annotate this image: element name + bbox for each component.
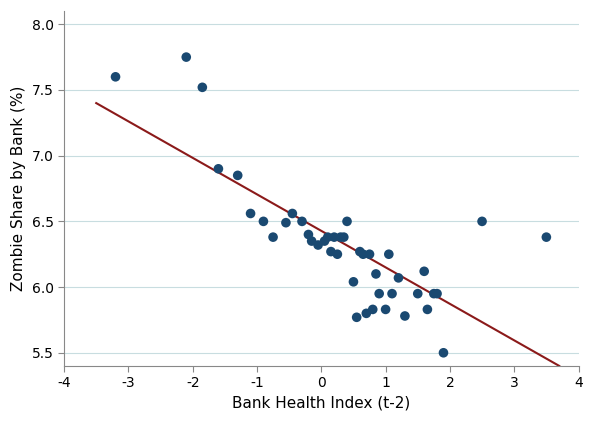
Point (307, 238, 317, 244)
Point (394, 274, 403, 281)
Point (320, 238, 329, 244)
Point (439, 349, 448, 356)
Point (384, 251, 394, 257)
Point (387, 290, 397, 297)
Point (281, 219, 290, 226)
Point (182, 54, 191, 60)
Point (355, 248, 365, 255)
Point (362, 310, 371, 317)
Point (374, 290, 384, 297)
Point (349, 279, 358, 285)
Point (413, 290, 422, 297)
Point (110, 73, 120, 80)
Point (297, 218, 307, 225)
Y-axis label: Zombie Share by Bank (%): Zombie Share by Bank (%) (11, 86, 26, 291)
Point (371, 271, 381, 277)
Point (214, 165, 223, 172)
Point (258, 218, 268, 225)
Point (352, 314, 361, 321)
Point (419, 268, 429, 275)
Point (287, 210, 297, 217)
X-axis label: Bank Health Index (t-2): Bank Health Index (t-2) (232, 396, 410, 411)
Point (323, 234, 333, 241)
Point (268, 234, 278, 241)
Point (381, 306, 390, 313)
Point (246, 210, 255, 217)
Point (326, 248, 336, 255)
Point (423, 306, 432, 313)
Point (304, 231, 313, 238)
Point (339, 234, 349, 241)
Point (365, 251, 374, 257)
Point (432, 290, 442, 297)
Point (358, 251, 368, 257)
Point (313, 242, 323, 249)
Point (542, 234, 551, 241)
Point (478, 218, 487, 225)
Point (198, 84, 207, 91)
Point (330, 234, 339, 241)
Point (400, 313, 410, 319)
Point (342, 218, 352, 225)
Point (233, 172, 242, 179)
Point (368, 306, 378, 313)
Point (333, 251, 342, 257)
Point (336, 234, 345, 241)
Point (429, 290, 438, 297)
